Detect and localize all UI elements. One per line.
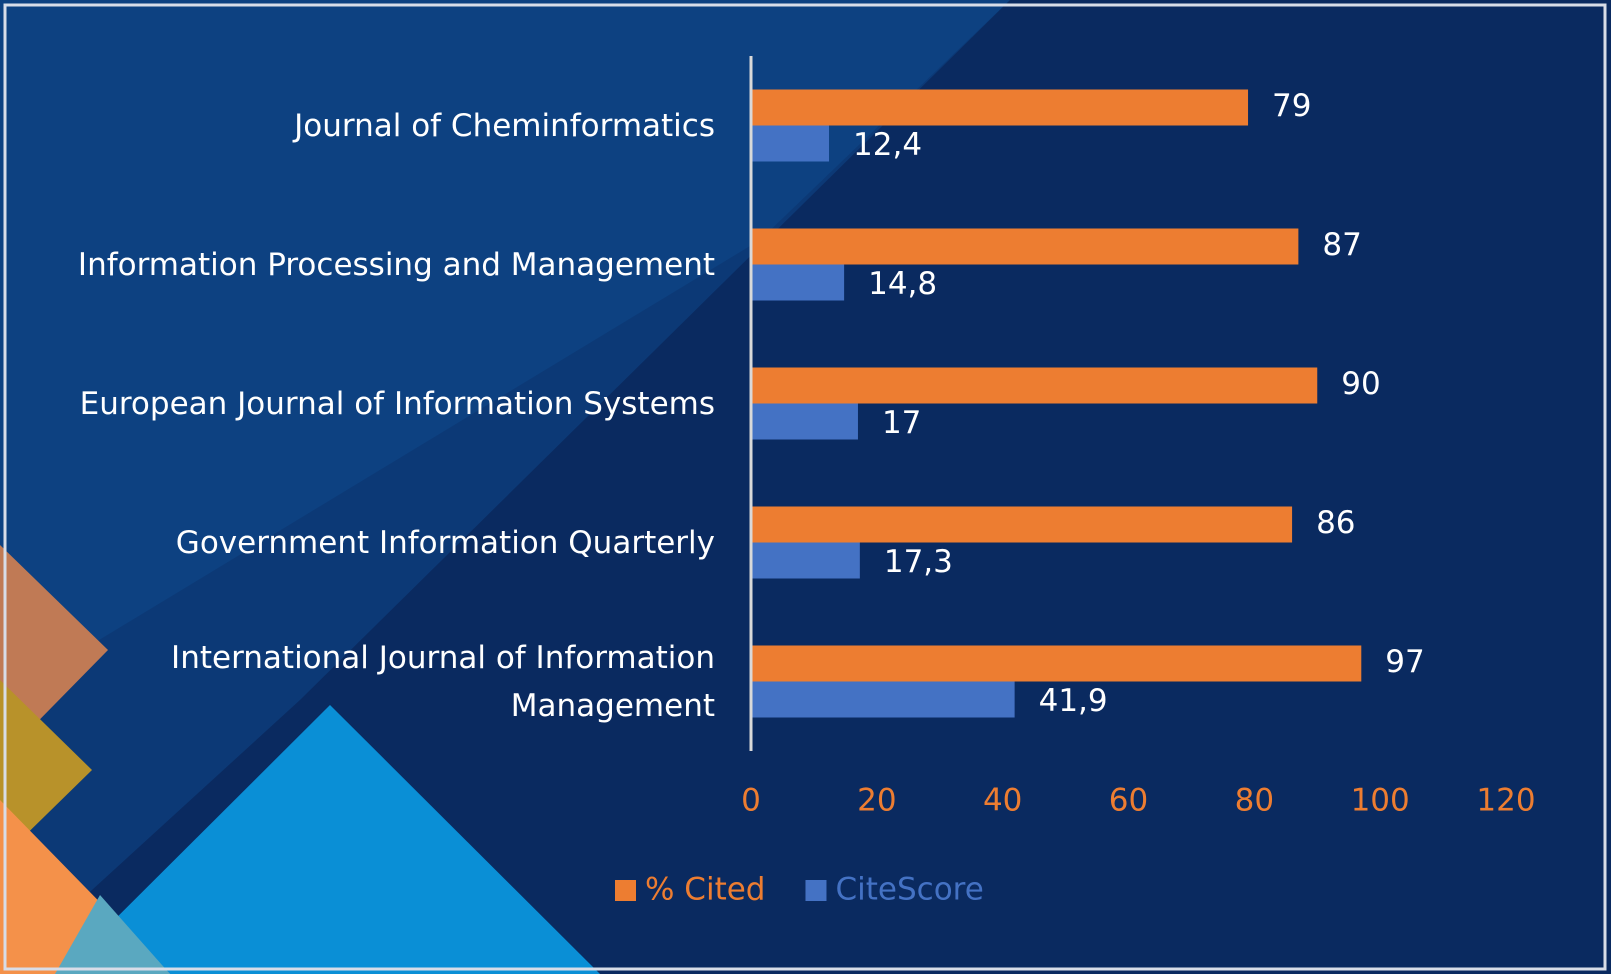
bar	[751, 368, 1317, 404]
value-label: 90	[1341, 366, 1380, 402]
bar	[751, 507, 1292, 543]
value-label: 12,4	[853, 127, 922, 163]
bar	[751, 543, 860, 579]
legend-swatch	[805, 880, 826, 901]
value-label: 97	[1385, 644, 1424, 680]
bar	[751, 646, 1361, 682]
y-tick-label: European Journal of Information Systems	[0, 380, 715, 428]
legend-label: % Cited	[645, 872, 765, 908]
bar	[751, 229, 1298, 265]
bar	[751, 126, 829, 162]
x-tick-label: 60	[1109, 783, 1148, 819]
slide: 0 20 40 60 80 100 120 79 12,4 87 14,8 90 17 86 17,3 97 4…	[0, 0, 1611, 974]
bar	[751, 404, 858, 440]
value-label: 14,8	[868, 266, 937, 302]
x-tick-label: 120	[1476, 783, 1535, 819]
bar	[751, 90, 1248, 126]
x-tick-label: 0	[741, 783, 761, 819]
value-label: 79	[1272, 88, 1311, 124]
value-label: 87	[1322, 227, 1361, 263]
value-label: 86	[1316, 505, 1355, 541]
x-tick-label: 80	[1235, 783, 1274, 819]
bar	[751, 265, 844, 301]
bar	[751, 682, 1015, 718]
y-tick-label: International Journal of Information Man…	[0, 634, 715, 730]
y-tick-label: Journal of Cheminformatics	[0, 102, 715, 150]
legend-label: CiteScore	[835, 872, 983, 908]
value-label: 41,9	[1039, 683, 1108, 719]
y-tick-label: Information Processing and Management	[0, 241, 715, 289]
x-tick-label: 40	[983, 783, 1022, 819]
y-tick-label: Government Information Quarterly	[0, 519, 715, 567]
value-label: 17	[882, 405, 921, 441]
x-tick-label: 20	[857, 783, 896, 819]
legend-swatch	[615, 880, 636, 901]
value-label: 17,3	[884, 544, 953, 580]
x-tick-label: 100	[1351, 783, 1410, 819]
